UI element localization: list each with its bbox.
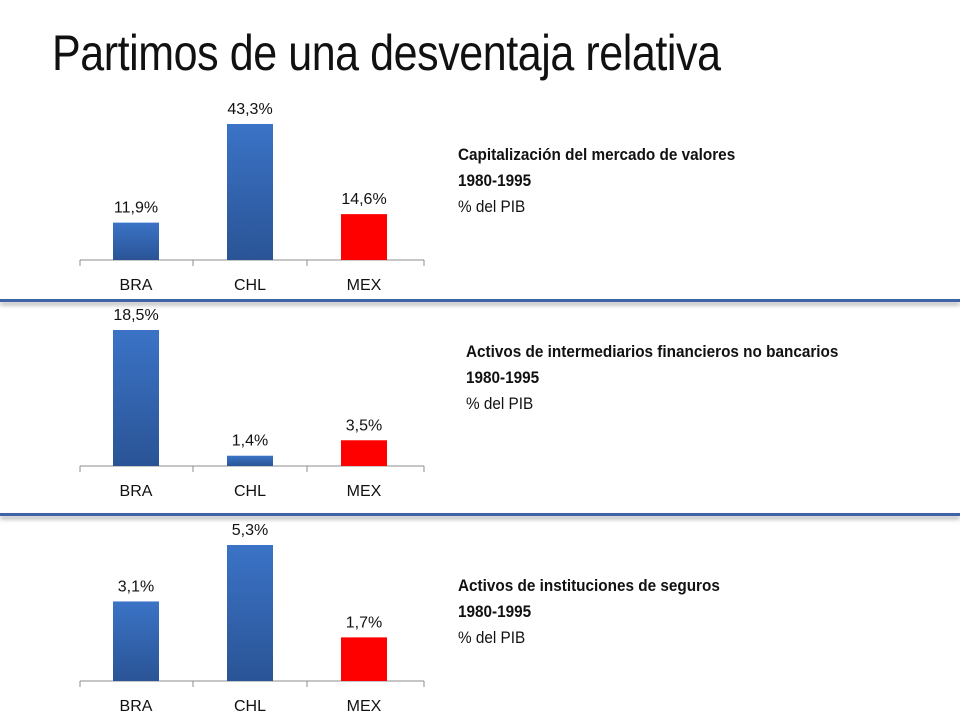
tick-label-chl: CHL bbox=[234, 277, 266, 294]
tick-label-mex: MEX bbox=[347, 483, 382, 500]
data-label-chl: 1,4% bbox=[232, 433, 268, 450]
chart-stock-market-cap: 11,9% BRA 43,3% CHL 14,6% MEX bbox=[79, 101, 425, 294]
bar-mex bbox=[341, 214, 387, 260]
caption-unit: % del PIB bbox=[458, 628, 526, 647]
chart-insurance-institutions: 3,1% BRA 5,3% CHL 1,7% MEX bbox=[79, 522, 425, 715]
bar-mex bbox=[341, 637, 387, 681]
caption-nonbank-intermediaries: Activos de intermediarios financieros no… bbox=[466, 339, 838, 417]
tick-label-chl: CHL bbox=[234, 698, 266, 715]
caption-title: Activos de intermediarios financieros no… bbox=[466, 342, 839, 361]
tick-label-bra: BRA bbox=[120, 698, 153, 715]
divider-1 bbox=[0, 299, 960, 302]
caption-stock-market-cap: Capitalización del mercado de valores 19… bbox=[458, 142, 735, 220]
bar-bra bbox=[113, 222, 159, 260]
data-label-mex: 14,6% bbox=[341, 191, 386, 208]
tick-label-bra: BRA bbox=[120, 483, 153, 500]
tick-label-bra: BRA bbox=[120, 277, 153, 294]
bar-chl bbox=[227, 545, 273, 681]
data-label-chl: 5,3% bbox=[232, 522, 268, 539]
data-label-mex: 3,5% bbox=[346, 417, 382, 434]
slide-title: Partimos de una desventaja relativa bbox=[52, 25, 721, 81]
bar-bra bbox=[113, 330, 159, 466]
caption-unit: % del PIB bbox=[466, 394, 534, 413]
data-label-chl: 43,3% bbox=[227, 101, 272, 118]
bar-chl bbox=[227, 455, 273, 466]
bar-chl bbox=[227, 124, 273, 260]
tick-label-chl: CHL bbox=[234, 483, 266, 500]
chart-nonbank-intermediaries: 18,5% BRA 1,4% CHL 3,5% MEX bbox=[79, 307, 425, 500]
data-label-bra: 18,5% bbox=[113, 307, 158, 324]
caption-period: 1980-1995 bbox=[466, 368, 540, 387]
tick-label-mex: MEX bbox=[347, 277, 382, 294]
bar-bra bbox=[113, 601, 159, 681]
data-label-bra: 11,9% bbox=[114, 200, 158, 217]
bar-mex bbox=[341, 440, 387, 466]
caption-period: 1980-1995 bbox=[458, 171, 532, 190]
caption-unit: % del PIB bbox=[458, 197, 526, 216]
divider-2 bbox=[0, 513, 960, 516]
caption-title: Capitalización del mercado de valores bbox=[458, 145, 736, 164]
tick-label-mex: MEX bbox=[347, 698, 382, 715]
caption-insurance-institutions: Activos de instituciones de seguros 1980… bbox=[458, 573, 720, 651]
caption-period: 1980-1995 bbox=[458, 602, 532, 621]
data-label-bra: 3,1% bbox=[118, 578, 154, 595]
caption-title: Activos de instituciones de seguros bbox=[458, 576, 720, 595]
data-label-mex: 1,7% bbox=[346, 614, 382, 631]
